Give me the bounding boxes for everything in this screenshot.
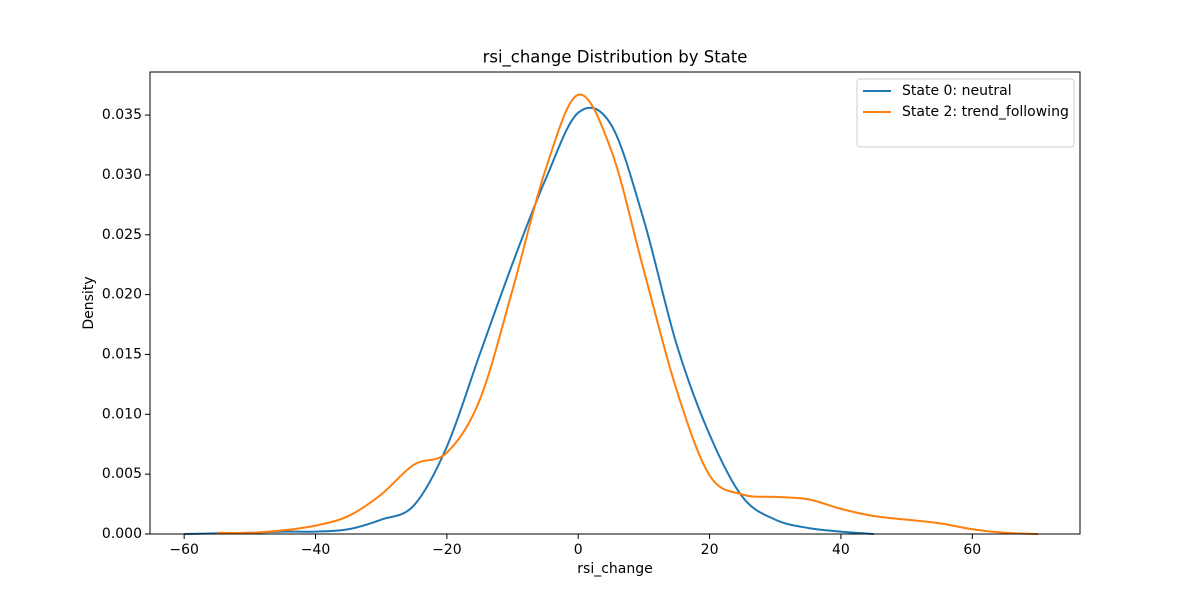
legend-label: State 2: trend_following [902, 104, 1069, 120]
x-tick-label: −40 [301, 542, 331, 558]
chart-title: rsi_change Distribution by State [483, 48, 748, 68]
x-tick-label: −20 [432, 542, 462, 558]
y-tick-label: 0.010 [102, 406, 142, 422]
legend-label: State 0: neutral [902, 83, 1012, 99]
plot-frame [149, 71, 1081, 535]
y-tick-label: 0.035 [102, 107, 142, 123]
y-tick-label: 0.020 [102, 287, 142, 303]
x-tick-label: 20 [701, 542, 719, 558]
y-tick-label: 0.000 [102, 526, 142, 542]
x-axis-label: rsi_change [577, 561, 652, 577]
y-tick-label: 0.015 [102, 346, 142, 362]
x-tick-label: −60 [169, 542, 199, 558]
series-line [184, 106, 874, 535]
y-axis-label: Density [81, 276, 97, 329]
x-tick-label: 60 [963, 542, 981, 558]
y-tick-label: 0.030 [102, 167, 142, 183]
y-tick-label: 0.025 [102, 227, 142, 243]
x-tick-label: 0 [574, 542, 583, 558]
x-tick-label: 40 [832, 542, 850, 558]
legend-box [856, 78, 1075, 148]
series-line [216, 93, 1039, 535]
y-tick-label: 0.005 [102, 466, 142, 482]
